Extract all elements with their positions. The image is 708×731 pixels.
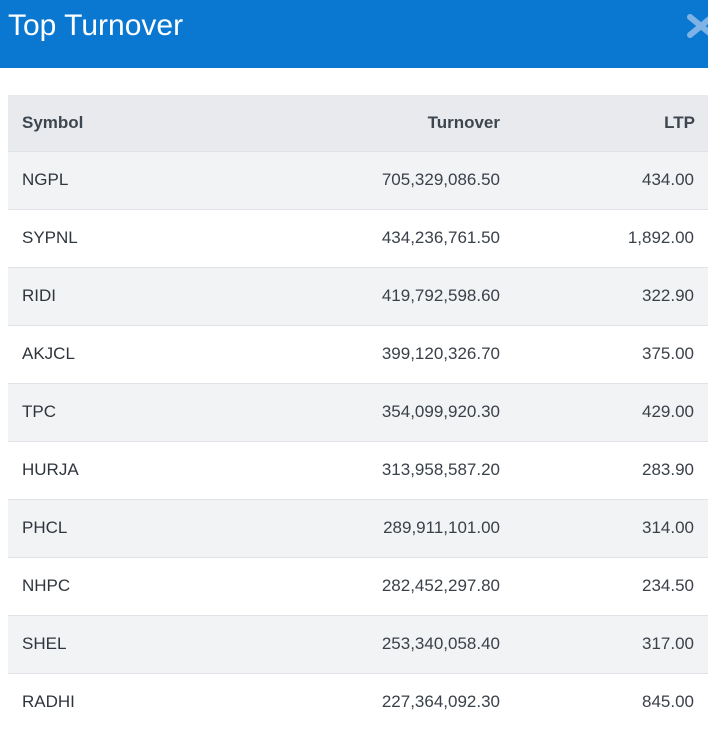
cell-symbol: NHPC — [22, 576, 71, 595]
table-header: Symbol Turnover LTP — [8, 95, 708, 151]
cell-ltp: 434.00 — [642, 170, 694, 189]
modal-title: Top Turnover — [8, 9, 184, 42]
close-icon[interactable] — [686, 13, 708, 39]
cell-turnover: 253,340,058.40 — [381, 634, 500, 653]
cell-turnover: 289,911,101.00 — [383, 518, 500, 537]
table-row: AKJCL 399,120,326.70 375.00 — [8, 325, 708, 383]
cell-ltp: 314.00 — [642, 518, 694, 537]
column-header-ltp: LTP — [664, 112, 695, 132]
cell-ltp: 322.90 — [642, 286, 694, 305]
cell-symbol: AKJCL — [22, 344, 75, 363]
cell-ltp: 234.50 — [642, 576, 694, 595]
cell-symbol: RADHI — [22, 692, 75, 712]
modal-header: Top Turnover — [0, 0, 708, 68]
cell-symbol: HURJA — [22, 460, 79, 479]
cell-turnover: 705,329,086.50 — [381, 170, 500, 189]
cell-turnover: 419,792,598.60 — [381, 286, 500, 305]
cell-ltp: 283.90 — [642, 460, 694, 479]
cell-ltp: 317.00 — [642, 634, 694, 653]
table-row: RIDI 419,792,598.60 322.90 — [8, 267, 708, 325]
turnover-table-container: Symbol Turnover LTP NGPL 705,329,086.50 … — [8, 95, 708, 731]
cell-symbol: SHEL — [22, 634, 67, 653]
cell-symbol: TPC — [22, 402, 56, 421]
table-row: SHEL 253,340,058.40 317.00 — [8, 615, 708, 673]
cell-turnover: 227,364,092.30 — [381, 692, 500, 712]
cell-ltp: 429.00 — [642, 402, 694, 421]
table-body: NGPL 705,329,086.50 434.00 SYPNL 434,236… — [8, 151, 708, 731]
cell-turnover: 282,452,297.80 — [381, 576, 500, 595]
table-row: RADHI 227,364,092.30 845.00 — [8, 673, 708, 731]
turnover-table: Symbol Turnover LTP NGPL 705,329,086.50 … — [8, 95, 708, 731]
column-header-symbol: Symbol — [22, 112, 84, 132]
cell-symbol: PHCL — [22, 518, 68, 537]
cell-turnover: 354,099,920.30 — [381, 402, 500, 421]
cell-ltp: 375.00 — [642, 344, 694, 363]
table-header-row: Symbol Turnover LTP — [8, 95, 708, 151]
cell-ltp: 845.00 — [642, 692, 694, 712]
table-row: NHPC 282,452,297.80 234.50 — [8, 557, 708, 615]
cell-symbol: NGPL — [22, 170, 69, 189]
cell-symbol: RIDI — [22, 286, 56, 305]
cell-turnover: 399,120,326.70 — [381, 344, 500, 363]
table-row: TPC 354,099,920.30 429.00 — [8, 383, 708, 441]
table-row: SYPNL 434,236,761.50 1,892.00 — [8, 209, 708, 267]
table-row: NGPL 705,329,086.50 434.00 — [8, 151, 708, 209]
cell-ltp: 1,892.00 — [627, 228, 694, 247]
table-row: HURJA 313,958,587.20 283.90 — [8, 441, 708, 499]
cell-turnover: 313,958,587.20 — [381, 460, 500, 479]
cell-turnover: 434,236,761.50 — [381, 228, 500, 247]
table-row: PHCL 289,911,101.00 314.00 — [8, 499, 708, 557]
column-header-turnover: Turnover — [427, 112, 500, 132]
cell-symbol: SYPNL — [22, 228, 78, 247]
